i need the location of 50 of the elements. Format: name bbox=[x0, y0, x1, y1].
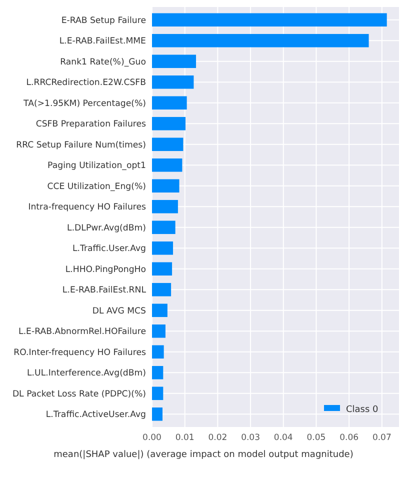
bar bbox=[152, 116, 186, 130]
bar bbox=[152, 75, 194, 89]
bar bbox=[152, 96, 187, 110]
y-tick-label: CSFB Preparation Failures bbox=[36, 120, 147, 130]
bar bbox=[152, 220, 176, 234]
legend-label: Class 0 bbox=[346, 405, 379, 416]
y-tick-label: RO.Inter-frequency HO Failures bbox=[14, 348, 147, 358]
y-tick-label: L.UL.Interference.Avg(dBm) bbox=[27, 368, 146, 379]
y-tick-label: Intra-frequency HO Failures bbox=[28, 202, 147, 213]
bar bbox=[152, 200, 178, 214]
bar bbox=[152, 262, 172, 276]
x-tick-label: 0.07 bbox=[372, 433, 392, 443]
bar bbox=[152, 13, 387, 27]
y-tick-label: Paging Utilization_opt1 bbox=[48, 161, 146, 172]
x-tick-label: 0.04 bbox=[274, 433, 293, 443]
x-tick-label: 0.03 bbox=[241, 433, 260, 443]
x-tick-label: 0.00 bbox=[142, 433, 162, 443]
y-tick-label: DL AVG MCS bbox=[92, 306, 146, 316]
x-tick-label: 0.06 bbox=[340, 433, 359, 443]
bar bbox=[152, 324, 166, 338]
bar bbox=[152, 386, 164, 400]
y-tick-label: E-RAB Setup Failure bbox=[61, 16, 146, 26]
y-tick-label: L.RRCRedirection.E2W.CSFB bbox=[26, 78, 146, 88]
y-tick-label: L.DLPwr.Avg(dBm) bbox=[67, 223, 146, 234]
bar bbox=[152, 282, 172, 296]
bar bbox=[152, 241, 174, 255]
x-tick-label: 0.02 bbox=[208, 433, 228, 443]
bar bbox=[152, 304, 168, 318]
x-tick-label: 0.05 bbox=[306, 433, 326, 443]
bar bbox=[152, 54, 196, 68]
y-tick-label: L.Traffic.User.Avg bbox=[72, 244, 146, 254]
bar bbox=[152, 179, 180, 193]
bar bbox=[152, 138, 184, 152]
y-tick-label: L.E-RAB.AbnormRel.HOFailure bbox=[18, 327, 146, 338]
y-tick-label: TA(>1.95KM) Percentage(%) bbox=[22, 98, 146, 109]
x-axis-title: mean(|SHAP value|) (average impact on model output magnitude) bbox=[54, 450, 354, 460]
bar bbox=[152, 34, 369, 48]
y-tick-label: L.Traffic.ActiveUser.Avg bbox=[46, 410, 146, 420]
bar bbox=[152, 407, 163, 421]
y-tick-label: L.E-RAB.FailEst.RNL bbox=[62, 286, 146, 296]
y-tick-label: CCE Utilization_Eng(%) bbox=[47, 182, 146, 192]
bar bbox=[152, 345, 164, 359]
y-tick-label: DL Packet Loss Rate (PDPC)(%) bbox=[12, 389, 146, 400]
bar bbox=[152, 366, 164, 380]
y-tick-label: RRC Setup Failure Num(times) bbox=[16, 140, 146, 150]
x-tick-label: 0.01 bbox=[175, 433, 194, 443]
y-tick-label: Rank1 Rate(%)_Guo bbox=[60, 57, 146, 68]
bar bbox=[152, 158, 182, 172]
y-tick-label: L.HHO.PingPongHo bbox=[65, 264, 146, 275]
y-tick-label: L.E-RAB.FailEst.MME bbox=[59, 36, 146, 47]
